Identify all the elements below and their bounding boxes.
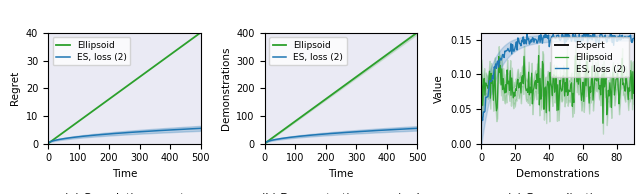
Ellipsoid <box>193 34 201 36</box>
Legend: Expert, Ellipsoid, ES, loss (2): Expert, Ellipsoid, ES, loss (2) <box>551 37 629 77</box>
Ellipsoid <box>118 89 125 91</box>
ES, loss (2) <box>506 51 513 53</box>
Ellipsoid <box>535 54 543 57</box>
ES, loss (2) <box>44 142 52 145</box>
Title: (a) Cumulative regret: (a) Cumulative regret <box>64 193 184 194</box>
Expert <box>483 30 491 33</box>
Line: ES, loss (2): ES, loss (2) <box>481 29 634 126</box>
ES, loss (2) <box>196 127 204 130</box>
ES, loss (2) <box>410 127 417 130</box>
Y-axis label: Value: Value <box>435 74 444 103</box>
Expert <box>518 30 525 33</box>
ES, loss (2) <box>518 39 525 41</box>
ES, loss (2) <box>413 127 421 130</box>
Expert <box>622 30 630 33</box>
Ellipsoid <box>334 89 342 91</box>
ES, loss (2) <box>477 125 485 127</box>
ES, loss (2) <box>334 132 342 134</box>
Ellipsoid <box>386 52 394 54</box>
Ellipsoid <box>413 32 421 34</box>
Ellipsoid <box>630 92 637 94</box>
Ellipsoid <box>116 90 124 92</box>
ES, loss (2) <box>135 131 143 133</box>
Ellipsoid <box>169 52 177 54</box>
ES, loss (2) <box>561 28 569 30</box>
ES, loss (2) <box>193 127 201 130</box>
Line: ES, loss (2): ES, loss (2) <box>48 128 200 144</box>
Y-axis label: Regret: Regret <box>10 71 20 105</box>
Line: Ellipsoid: Ellipsoid <box>264 33 417 144</box>
Line: Ellipsoid: Ellipsoid <box>48 33 200 144</box>
Ellipsoid <box>260 142 268 145</box>
Title: (b) Demonstrations required: (b) Demonstrations required <box>262 193 420 194</box>
ES, loss (2) <box>630 37 637 40</box>
ES, loss (2) <box>386 129 394 131</box>
Ellipsoid <box>623 88 631 90</box>
Legend: Ellipsoid, ES, loss (2): Ellipsoid, ES, loss (2) <box>52 37 131 65</box>
ES, loss (2) <box>333 132 341 134</box>
Ellipsoid <box>343 82 351 85</box>
ES, loss (2) <box>260 142 268 145</box>
Ellipsoid <box>518 76 525 79</box>
ES, loss (2) <box>343 131 351 133</box>
Ellipsoid <box>506 89 513 92</box>
Expert <box>506 30 513 33</box>
ES, loss (2) <box>169 129 177 131</box>
Y-axis label: Demonstrations: Demonstrations <box>221 47 231 130</box>
X-axis label: Demonstrations: Demonstrations <box>516 169 599 179</box>
Ellipsoid <box>135 76 143 79</box>
Ellipsoid <box>44 142 52 145</box>
Legend: Ellipsoid, ES, loss (2): Ellipsoid, ES, loss (2) <box>269 37 347 65</box>
Expert <box>630 30 637 33</box>
Ellipsoid <box>599 122 607 124</box>
Ellipsoid <box>196 32 204 34</box>
Line: Ellipsoid: Ellipsoid <box>481 55 634 123</box>
ES, loss (2) <box>127 131 134 133</box>
Line: ES, loss (2): ES, loss (2) <box>264 128 417 144</box>
ES, loss (2) <box>486 80 494 82</box>
Expert <box>617 30 625 33</box>
ES, loss (2) <box>623 36 630 38</box>
Ellipsoid <box>127 82 134 85</box>
ES, loss (2) <box>351 131 359 133</box>
Ellipsoid <box>351 76 359 79</box>
Ellipsoid <box>477 68 485 71</box>
Ellipsoid <box>618 57 626 60</box>
Expert <box>477 30 485 33</box>
Title: (c) Generalization: (c) Generalization <box>508 193 607 194</box>
ES, loss (2) <box>483 96 491 98</box>
ES, loss (2) <box>116 132 124 134</box>
Ellipsoid <box>333 90 341 92</box>
Ellipsoid <box>410 34 417 36</box>
Ellipsoid <box>483 85 491 87</box>
ES, loss (2) <box>618 38 625 40</box>
Ellipsoid <box>486 97 494 99</box>
Expert <box>486 30 494 33</box>
X-axis label: Time: Time <box>328 169 353 179</box>
ES, loss (2) <box>118 132 125 134</box>
X-axis label: Time: Time <box>111 169 137 179</box>
